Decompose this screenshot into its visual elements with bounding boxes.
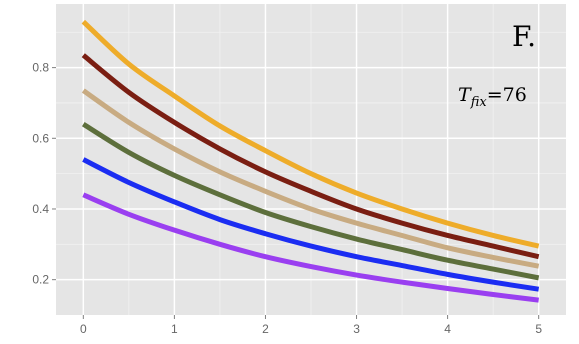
x-tick-label: 3 <box>353 322 360 336</box>
y-axis-ticks: 0.2 0.4 0.6 0.8 <box>32 61 56 287</box>
annotation-symbol: T <box>458 84 472 106</box>
series-line-3 <box>81 88 540 269</box>
series-line-5 <box>82 157 540 292</box>
tfix-annotation: Tfix=76 <box>458 84 527 110</box>
y-tick-label: 0.6 <box>32 131 49 145</box>
series-line-4 <box>82 122 540 281</box>
x-tick-label: 4 <box>444 322 451 336</box>
x-tick-label: 0 <box>80 322 87 336</box>
series-line-6 <box>82 192 539 303</box>
y-tick-label: 0.4 <box>32 202 49 216</box>
y-tick-label: 0.8 <box>32 61 49 75</box>
series-line-2 <box>81 53 540 260</box>
x-tick-label: 5 <box>535 322 542 336</box>
series-lines <box>81 19 540 303</box>
series-line-1 <box>81 19 540 249</box>
annotation-subscript: fix <box>470 95 488 110</box>
annotation-value: =76 <box>487 84 527 106</box>
panel-label: F. <box>512 20 536 53</box>
x-axis-ticks: 0 1 2 3 4 5 <box>80 315 542 336</box>
x-tick-label: 1 <box>171 322 178 336</box>
y-tick-label: 0.2 <box>32 273 49 287</box>
x-tick-label: 2 <box>262 322 269 336</box>
